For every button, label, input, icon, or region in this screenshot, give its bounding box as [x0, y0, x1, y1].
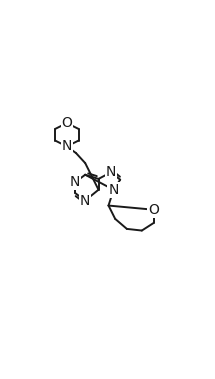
Text: N: N: [62, 139, 72, 153]
Text: N: N: [80, 194, 90, 208]
Text: N: N: [108, 183, 119, 197]
Text: N: N: [106, 165, 116, 179]
Text: O: O: [148, 203, 159, 217]
Text: N: N: [70, 175, 80, 189]
Text: O: O: [61, 116, 72, 130]
